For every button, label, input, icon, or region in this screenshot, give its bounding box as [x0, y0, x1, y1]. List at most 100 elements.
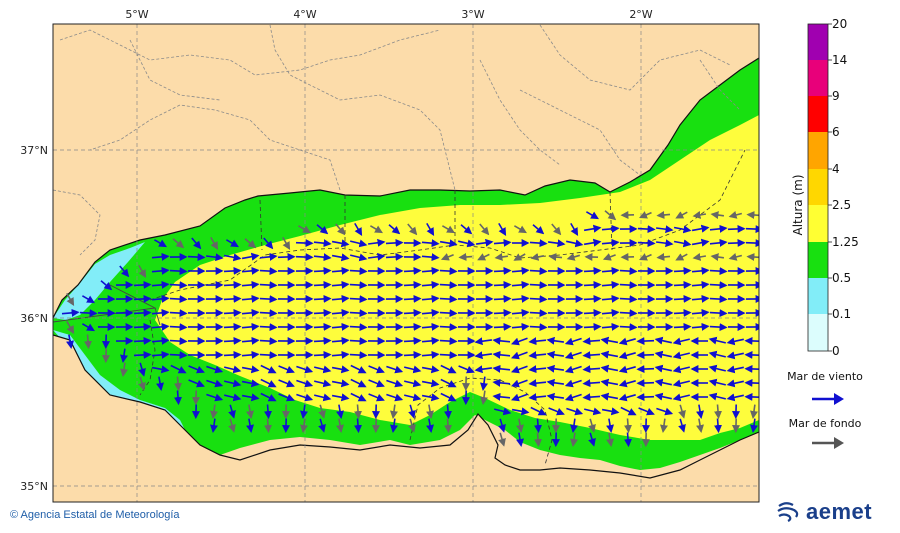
- wind-sea-arrow: [349, 323, 368, 332]
- wind-sea-arrow: [678, 418, 686, 433]
- wind-sea-arrow: [331, 379, 350, 388]
- wind-sea-arrow: [619, 295, 638, 304]
- wind-sea-arrow: [313, 322, 332, 331]
- swell-arrow: [660, 418, 668, 433]
- swell-arrow: [746, 253, 759, 262]
- wind-sea-arrow: [313, 308, 332, 317]
- swell-arrow: [534, 432, 542, 448]
- wind-sea-arrow: [601, 308, 620, 317]
- wind-sea-arrow: [498, 222, 507, 236]
- wind-sea-arrow: [458, 239, 476, 248]
- wind-sea-arrow: [439, 323, 458, 332]
- wind-sea-arrow: [440, 392, 457, 402]
- wind-sea-arrow: [696, 404, 704, 419]
- wind-sea-arrow: [547, 239, 566, 248]
- wind-sea-arrow: [169, 281, 188, 290]
- legend-level: 0: [832, 344, 840, 358]
- wind-sea-arrow: [673, 225, 692, 234]
- wind-sea-arrow: [206, 379, 224, 388]
- wind-sea-arrow: [745, 239, 759, 248]
- wind-sea-arrow: [368, 393, 385, 402]
- wind-sea-arrow: [120, 348, 128, 363]
- wind-sea-arrow: [637, 225, 656, 234]
- swell-arrow: [354, 404, 362, 420]
- wind-sea-arrow: [528, 365, 547, 374]
- wind-sea-arrow: [564, 379, 582, 388]
- wind-sea-arrow: [403, 294, 422, 303]
- wind-sea-arrow: [475, 238, 494, 247]
- wind-sea-arrow: [619, 281, 638, 290]
- wind-sea-arrow: [529, 267, 548, 276]
- wind-sea-arrow: [440, 364, 457, 374]
- wind-sea-arrow: [225, 239, 239, 248]
- swell-arrow: [138, 376, 146, 391]
- wind-sea-arrow: [474, 351, 493, 360]
- aemet-swirl-icon: [777, 502, 799, 522]
- wind-sea-arrow: [708, 350, 726, 359]
- wind-sea-arrow: [191, 237, 202, 250]
- wind-sea-arrow: [278, 365, 295, 374]
- swell-arrow: [692, 210, 707, 219]
- wind-sea-arrow: [169, 337, 188, 346]
- lat-tick-label: 36°N: [20, 312, 48, 325]
- wind-sea-arrow: [474, 365, 493, 374]
- wind-sea-arrow: [349, 295, 368, 304]
- wind-sea-label: Mar de viento: [787, 370, 863, 383]
- swell-arrow: [656, 210, 671, 219]
- legend-band: [808, 169, 828, 205]
- wind-sea-arrow: [439, 281, 458, 290]
- wind-sea-arrow: [259, 323, 278, 332]
- wind-sea-arrow: [564, 351, 582, 360]
- wind-sea-arrow: [636, 365, 655, 374]
- wind-sea-arrow: [444, 404, 452, 420]
- north-africa-coast: [53, 335, 759, 502]
- wind-sea-arrow: [493, 322, 512, 331]
- wind-sea-arrow: [151, 252, 170, 261]
- wind-sea-arrow: [600, 350, 619, 359]
- wind-sea-arrow: [368, 365, 385, 374]
- wind-sea-arrow: [570, 418, 578, 433]
- wind-sea-arrow: [61, 308, 80, 317]
- wind-sea-arrow: [530, 406, 547, 416]
- wind-sea-arrow: [493, 294, 512, 303]
- swell-arrow: [297, 225, 311, 234]
- wind-sea-arrow: [672, 379, 690, 388]
- wind-sea-arrow: [714, 418, 722, 434]
- wind-sea-arrow: [494, 407, 512, 416]
- swell-arrow: [516, 418, 524, 433]
- wind-sea-arrow: [79, 309, 98, 318]
- swell-arrow: [246, 404, 254, 419]
- wind-sea-arrow: [564, 365, 582, 374]
- wind-sea-arrow: [296, 365, 314, 374]
- strait-lines: [53, 284, 161, 326]
- wind-sea-arrow: [511, 407, 530, 416]
- swell-arrow: [66, 292, 75, 306]
- wind-sea-arrow: [169, 351, 188, 360]
- wind-sea-arrow: [403, 280, 422, 289]
- lon-axis: 5°W 4°W 3°W 2°W: [125, 8, 652, 21]
- wind-sea-arrow: [263, 237, 274, 250]
- lon-tick-label: 5°W: [125, 8, 148, 21]
- wind-sea-arrow: [223, 266, 242, 275]
- legend-band: [808, 242, 828, 278]
- wind-sea-arrow: [331, 322, 350, 331]
- wind-sea-arrow: [636, 379, 655, 388]
- wind-sea-arrow: [654, 364, 672, 373]
- wind-sea-arrow: [331, 308, 350, 317]
- wind-sea-arrow: [350, 253, 368, 262]
- wind-sea-arrow: [691, 322, 710, 331]
- wind-sea-arrow: [388, 224, 401, 235]
- wind-sea-arrow: [493, 308, 512, 317]
- swell-arrow: [282, 236, 291, 250]
- wind-sea-arrow: [691, 266, 710, 275]
- wind-sea-arrow: [241, 252, 260, 261]
- wind-sea-arrow: [744, 350, 759, 359]
- legend-level: 4: [832, 162, 840, 176]
- wind-sea-arrow: [138, 362, 146, 377]
- wind-sea-arrow: [673, 280, 692, 289]
- wind-sea-arrow: [546, 364, 565, 373]
- wind-sea-arrow: [354, 222, 363, 236]
- wind-sea-arrow: [223, 294, 242, 303]
- wind-sea-arrow: [744, 364, 759, 373]
